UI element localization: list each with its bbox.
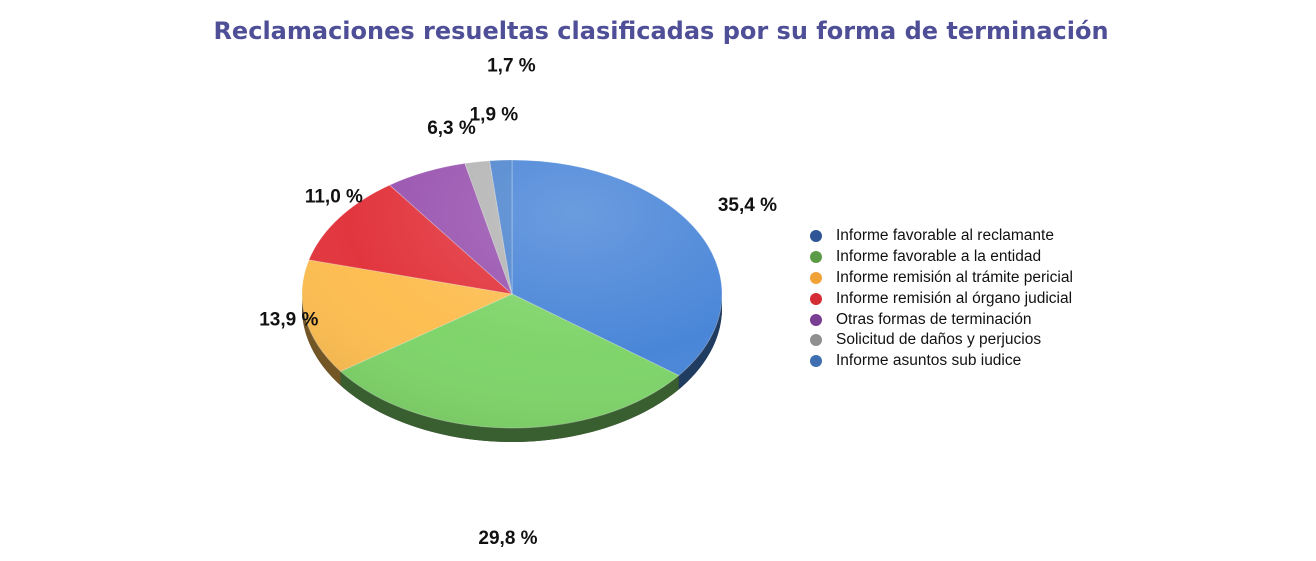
data-label-4: 11,0 % [305, 187, 363, 208]
data-label-7: 1,7 % [487, 56, 536, 77]
legend-swatch [810, 230, 822, 243]
legend-label: Informe favorable a la entidad [836, 248, 1042, 266]
legend-swatch [810, 355, 822, 368]
legend-item: Otras formas de terminación [810, 309, 1073, 330]
legend-label: Otras formas de terminación [836, 310, 1032, 328]
legend-item: Informe remisión al trámite pericial [810, 268, 1073, 289]
legend-item: Solicitud de daños y perjucios [810, 330, 1073, 351]
legend-swatch [810, 251, 822, 264]
legend-label: Informe asuntos sub iudice [836, 352, 1022, 370]
chart-title: Reclamaciones resueltas clasificadas por… [213, 17, 1109, 45]
legend-label: Solicitud de daños y perjucios [836, 331, 1042, 349]
legend-label: Informe remisión al trámite pericial [836, 268, 1073, 286]
legend-item: Informe favorable a la entidad [810, 247, 1073, 268]
pie-slice-side-1 [678, 294, 722, 390]
legend-item: Informe favorable al reclamante [810, 226, 1073, 247]
legend-swatch [810, 334, 822, 347]
pie-slice-side-2 [340, 371, 679, 442]
data-label-3: 13,9 % [259, 309, 318, 330]
data-label-5: 6,3 % [427, 118, 476, 139]
legend: Informe favorable al reclamante Informe f… [810, 226, 1073, 372]
data-label-6: 1,9 % [470, 105, 519, 126]
legend-swatch [810, 292, 822, 305]
legend-label: Informe remisión al órgano judicial [836, 289, 1073, 307]
legend-item: Informe remisión al órgano judicial [810, 288, 1073, 309]
data-label-2: 29,8 % [478, 528, 537, 549]
legend-swatch [810, 313, 822, 326]
legend-swatch [810, 271, 822, 284]
pie-gloss [302, 160, 722, 428]
legend-label: Informe favorable al reclamante [836, 227, 1054, 245]
data-label-1: 35,4 % [718, 195, 777, 216]
pie-slice-side-3 [302, 294, 341, 386]
legend-item: Informe asuntos sub iudice [810, 351, 1073, 372]
